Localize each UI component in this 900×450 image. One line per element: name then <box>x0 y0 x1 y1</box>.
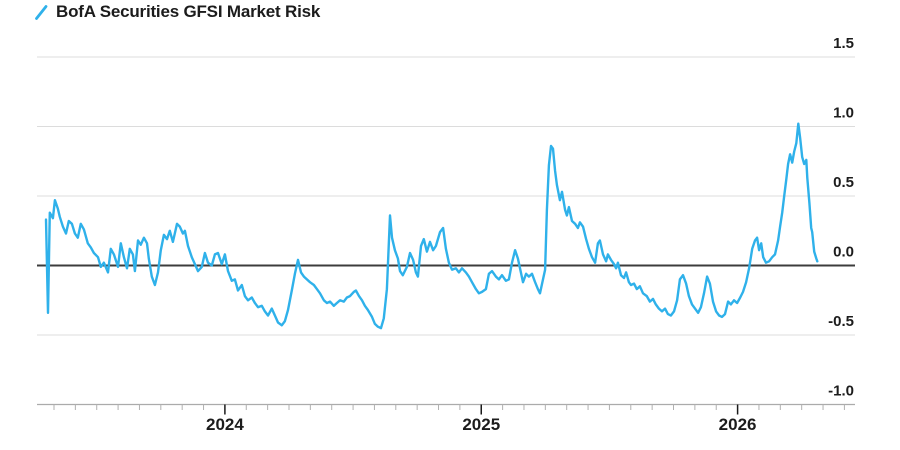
x-axis-label: 2024 <box>206 415 244 434</box>
x-axis-label: 2026 <box>719 415 757 434</box>
x-axis-label: 2025 <box>462 415 500 434</box>
series-group <box>44 122 819 330</box>
y-axis-label: 1.0 <box>833 105 854 122</box>
gridlines-group <box>37 56 855 406</box>
legend-series-slash-icon <box>35 4 48 20</box>
y-axis-label: 0.0 <box>833 244 854 261</box>
y-axis-labels-group: 1.5 1.0 0.5 0.0 -0.5 -1.0 <box>828 35 854 400</box>
legend: BofA Securities GFSI Market Risk <box>34 2 320 22</box>
axis-ticks-group <box>53 404 845 415</box>
y-axis-label: 0.5 <box>833 174 854 191</box>
y-axis-label: -0.5 <box>828 313 854 330</box>
slash-glyph <box>35 4 48 20</box>
y-axis-label: -1.0 <box>828 383 854 400</box>
legend-series-label: BofA Securities GFSI Market Risk <box>56 2 321 21</box>
series-line <box>44 122 819 330</box>
y-axis-label: 1.5 <box>833 35 854 52</box>
x-axis-labels-group: 2024 2025 2026 <box>206 415 757 434</box>
